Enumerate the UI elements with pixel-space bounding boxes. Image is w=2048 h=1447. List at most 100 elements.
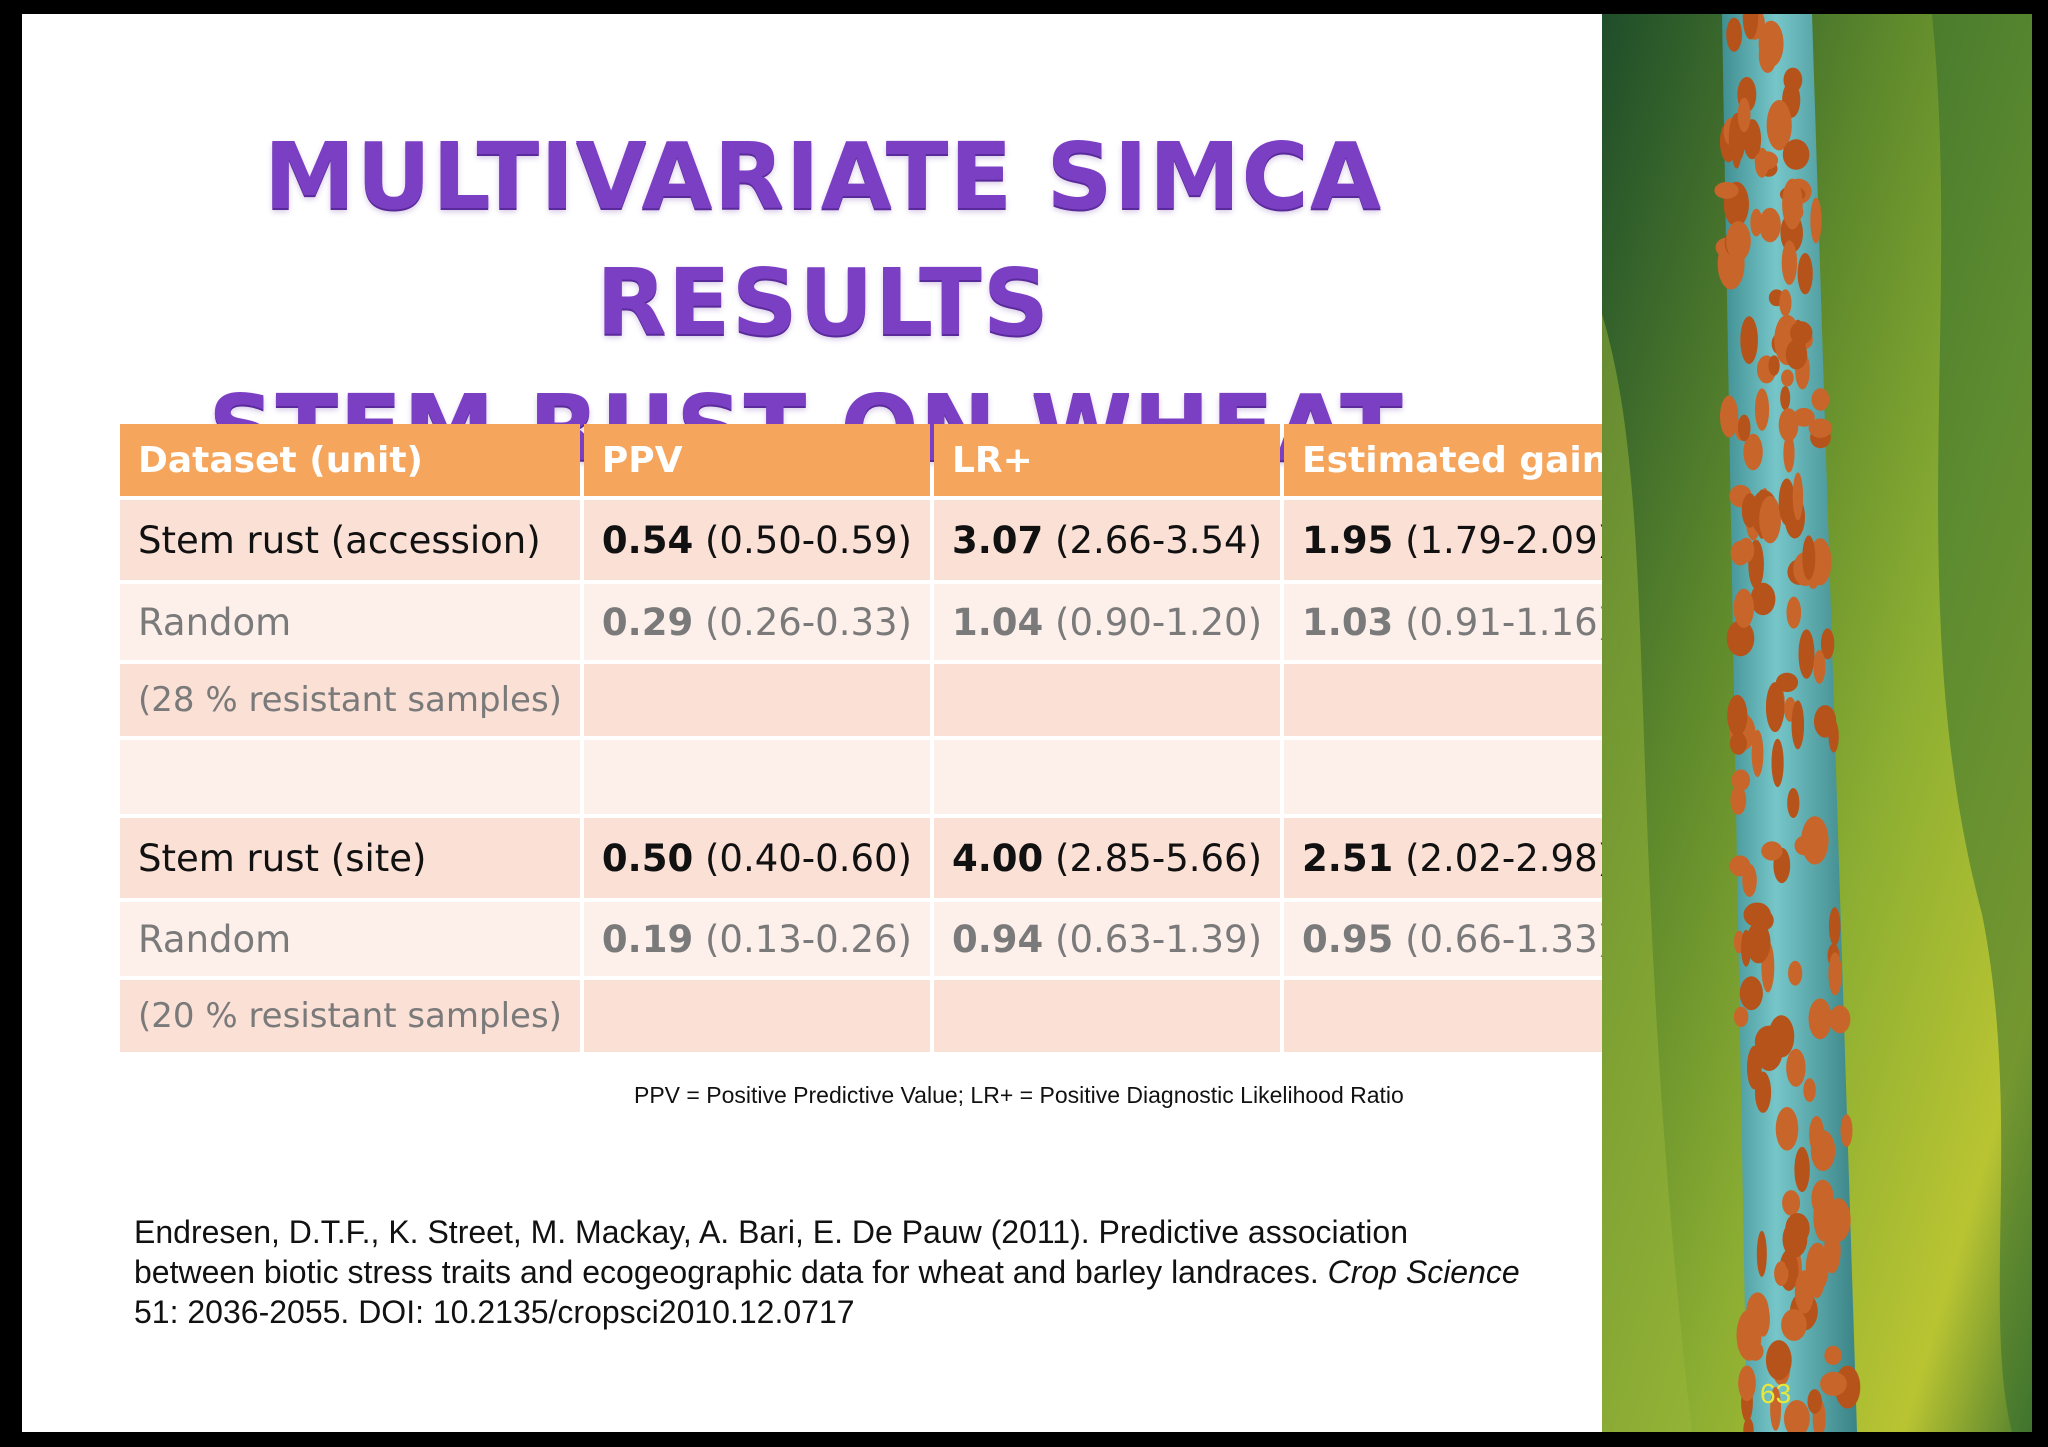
rust-pustule — [1746, 1292, 1769, 1333]
rust-pustule — [1765, 1340, 1792, 1381]
wheat-stem-rust-photo — [1602, 14, 2032, 1432]
rust-pustule — [1775, 1107, 1799, 1151]
results-table: Dataset (unit) PPV LR+ Estimated gain St… — [116, 420, 1602, 1056]
rust-pustule — [1805, 1242, 1829, 1292]
row-label: Random — [120, 902, 580, 976]
empty-cell — [583, 980, 930, 1052]
gain-value: 1.03 — [1302, 600, 1394, 644]
lr-ci: (0.63-1.39) — [1043, 917, 1263, 961]
rust-pustule — [1754, 1071, 1772, 1113]
header-ppv: PPV — [583, 424, 930, 496]
rust-pustule — [1811, 388, 1830, 411]
rust-pustule — [1729, 855, 1751, 877]
row-note: (20 % resistant samples) — [120, 980, 580, 1052]
table-row — [120, 740, 1602, 814]
table-row: Random 0.19 (0.13-0.26) 0.94 (0.63-1.39)… — [120, 902, 1602, 976]
rust-pustule — [1829, 1005, 1851, 1034]
rust-pustule — [1787, 788, 1800, 818]
rust-pustule — [1801, 816, 1829, 865]
empty-cell — [583, 664, 930, 736]
rust-pustule — [1779, 289, 1792, 317]
rust-pustule — [1739, 976, 1763, 1011]
rust-pustule — [1790, 321, 1813, 345]
gain-ci: (0.66-1.33) — [1393, 917, 1602, 961]
rust-pustule — [1754, 388, 1770, 431]
rust-pustule — [1794, 1146, 1810, 1193]
header-dataset: Dataset (unit) — [120, 424, 580, 496]
empty-cell — [1284, 664, 1602, 736]
empty-cell — [1284, 980, 1602, 1052]
gain-cell: 0.95 (0.66-1.33) — [1284, 902, 1602, 976]
rust-pustule — [1820, 628, 1835, 660]
rust-pustule — [1771, 738, 1784, 788]
rust-pustule — [1731, 769, 1750, 791]
rust-pustule — [1754, 1025, 1783, 1059]
citation-text: Endresen, D.T.F., K. Street, M. Mackay, … — [134, 1214, 1408, 1290]
rust-pustule — [1810, 1130, 1836, 1172]
gain-value: 0.95 — [1302, 917, 1394, 961]
ppv-ci: (0.50-0.59) — [693, 518, 912, 562]
table-row: Random 0.29 (0.26-0.33) 1.04 (0.90-1.20)… — [120, 584, 1602, 660]
rust-pustule — [1731, 125, 1742, 169]
gain-cell: 1.95 (1.79-2.09) — [1284, 500, 1602, 580]
rust-pustule — [1759, 207, 1781, 243]
rust-pustule — [1759, 495, 1781, 544]
rust-pustule — [1729, 732, 1747, 755]
empty-cell — [120, 740, 580, 814]
page-number: 63 — [1760, 1378, 1792, 1409]
rust-pustule — [1726, 17, 1742, 52]
rust-pustule — [1756, 1230, 1767, 1277]
citation-journal: Crop Science — [1327, 1254, 1520, 1290]
ppv-value: 0.19 — [601, 917, 694, 961]
rust-pustule — [1737, 97, 1751, 133]
ppv-cell: 0.19 (0.13-0.26) — [583, 902, 930, 976]
lr-value: 3.07 — [951, 518, 1044, 562]
citation-ref: 51: 2036-2055. DOI: 10.2135/cropsci2010.… — [134, 1294, 855, 1330]
rust-pustule — [1737, 537, 1755, 563]
rust-pustule — [1727, 694, 1748, 737]
ppv-value: 0.29 — [601, 600, 694, 644]
rust-pustule — [1782, 178, 1803, 230]
rust-pustule — [1802, 535, 1816, 580]
rust-pustule — [1782, 1220, 1808, 1258]
rust-pustule — [1743, 119, 1762, 160]
rust-pustule — [1765, 682, 1785, 733]
empty-cell — [1284, 740, 1602, 814]
rust-pustule — [1808, 418, 1833, 438]
lr-cell: 0.94 (0.63-1.39) — [933, 902, 1281, 976]
ppv-cell: 0.50 (0.40-0.60) — [583, 818, 930, 898]
lr-ci: (0.90-1.20) — [1043, 600, 1263, 644]
rust-pustule — [1761, 841, 1783, 861]
rust-pustule — [1768, 355, 1780, 376]
rust-pustule — [1726, 221, 1751, 262]
lr-ci: (2.66-3.54) — [1043, 518, 1263, 562]
rust-pustule — [1738, 1365, 1756, 1402]
rust-pustule — [1797, 253, 1813, 295]
ppv-value: 0.54 — [601, 518, 694, 562]
rust-pustule — [1785, 339, 1808, 370]
rust-pustule — [1743, 433, 1763, 471]
stem-rust-image — [1602, 14, 2032, 1432]
rust-pustule — [1784, 1400, 1810, 1432]
header-lr: LR+ — [933, 424, 1281, 496]
gain-ci: (2.02-2.98) — [1393, 836, 1602, 880]
rust-pustule — [1824, 1345, 1842, 1365]
lr-value: 0.94 — [951, 917, 1044, 961]
rust-pustule — [1786, 596, 1802, 629]
empty-cell — [933, 740, 1281, 814]
gain-value: 1.95 — [1302, 518, 1394, 562]
rust-pustule — [1783, 434, 1795, 473]
rust-pustule — [1746, 921, 1771, 964]
rust-pustule — [1828, 907, 1841, 946]
lr-value: 4.00 — [951, 836, 1044, 880]
table-footnote: PPV = Positive Predictive Value; LR+ = P… — [634, 1082, 1404, 1108]
gain-ci: (0.91-1.16) — [1393, 600, 1602, 644]
rust-pustule — [1828, 720, 1839, 753]
gain-value: 2.51 — [1302, 836, 1394, 880]
gain-cell: 2.51 (2.02-2.98) — [1284, 818, 1602, 898]
rust-pustule — [1781, 369, 1794, 387]
rust-pustule — [1770, 1386, 1782, 1431]
rust-pustule — [1778, 408, 1799, 442]
ppv-cell: 0.54 (0.50-0.59) — [583, 500, 930, 580]
ppv-ci: (0.13-0.26) — [693, 917, 912, 961]
